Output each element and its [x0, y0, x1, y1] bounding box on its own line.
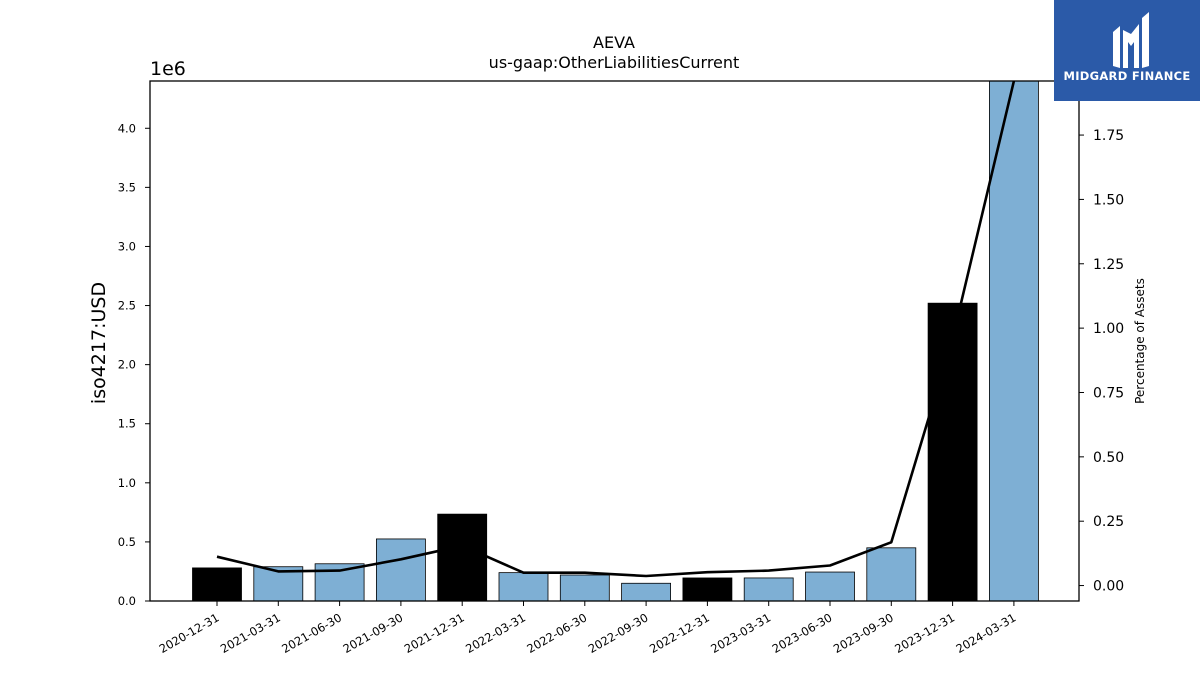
bar-2024-03-31: [989, 80, 1039, 602]
y-axis-label: iso4217:USD: [88, 282, 110, 404]
x-tick-label: 2023-09-30: [831, 610, 896, 656]
y-scale-label: 1e6: [150, 58, 186, 80]
x-tick-label: 2022-03-31: [463, 610, 528, 656]
y2-tick-label: 0.25: [1093, 514, 1124, 530]
y2-tick-label: 0.00: [1093, 579, 1124, 595]
x-tick-label: 2022-12-31: [647, 610, 712, 656]
y-tick-label: 3.5: [118, 180, 136, 194]
x-tick-label: 2021-03-31: [218, 610, 283, 656]
bar-2023-03-31: [743, 577, 794, 602]
x-tick-label: 2023-03-31: [708, 610, 773, 656]
y-tick-label: 4.0: [118, 121, 136, 135]
chart-title: AEVA: [593, 33, 635, 52]
bar-2022-06-30: [559, 574, 610, 602]
x-tick-label: 2021-12-31: [402, 610, 467, 656]
bar-2022-12-31: [682, 577, 733, 602]
bar-2023-06-30: [805, 571, 855, 602]
bar-series: [192, 80, 1039, 602]
chart-subtitle: us-gaap:OtherLiabilitiesCurrent: [489, 53, 740, 72]
y-tick-label: 3.0: [118, 239, 136, 253]
logo-text: MIDGARD FINANCE: [1063, 69, 1191, 83]
x-tick-label: 2022-06-30: [524, 610, 589, 656]
x-axis-ticks: 2020-12-312021-03-312021-06-302021-09-30…: [157, 601, 1019, 656]
bar-2020-12-31: [192, 567, 242, 602]
x-tick-label: 2024-03-31: [954, 610, 1019, 656]
percentage-of-assets-line: [216, 80, 1016, 578]
x-tick-label: 2021-09-30: [341, 610, 406, 656]
midgard-logo-icon: [1113, 12, 1149, 68]
y2-tick-label: 1.00: [1093, 321, 1124, 337]
y-tick-label: 1.5: [118, 417, 136, 431]
y-tick-label: 0.0: [118, 594, 136, 608]
x-tick-label: 2022-09-30: [586, 610, 651, 656]
bar-2023-09-30: [866, 547, 917, 602]
y2-axis-ticks: 0.00 0.25 0.50 0.75 1.00 1.25 1.50 1.75: [1079, 128, 1124, 595]
y2-tick-label: 0.50: [1093, 450, 1124, 466]
bar-2021-12-31: [437, 513, 488, 602]
y2-tick-label: 1.75: [1093, 128, 1124, 144]
y-tick-label: 2.5: [118, 299, 136, 313]
y2-tick-label: 0.75: [1093, 385, 1124, 401]
x-tick-label: 2023-12-31: [892, 610, 957, 656]
midgard-finance-logo: MIDGARD FINANCE: [1054, 0, 1200, 101]
y2-axis-label: Percentage of Assets: [1133, 278, 1147, 404]
bar-2023-12-31: [927, 302, 978, 602]
x-tick-label: 2020-12-31: [157, 610, 222, 656]
y2-tick-label: 1.25: [1093, 257, 1124, 273]
x-tick-label: 2023-06-30: [770, 610, 835, 656]
y-axis-ticks: 0.0 0.5 1.0 1.5 2.0 2.5 3.0 3.5 4.0: [118, 121, 150, 608]
bar-2022-03-31: [498, 572, 549, 602]
x-tick-label: 2021-06-30: [279, 610, 344, 656]
y-tick-label: 1.0: [118, 476, 136, 490]
plot-frame: [149, 80, 1080, 602]
bar-2022-09-30: [621, 582, 671, 602]
y-tick-label: 2.0: [118, 358, 136, 372]
y-tick-label: 0.5: [118, 535, 136, 549]
bar-2021-09-30: [375, 538, 426, 602]
y2-tick-label: 1.50: [1093, 192, 1124, 208]
